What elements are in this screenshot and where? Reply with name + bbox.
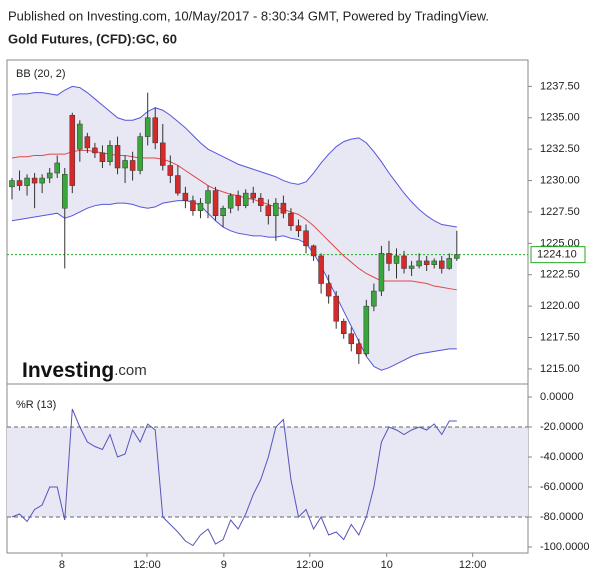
candle-body — [258, 197, 264, 206]
candle-body — [318, 255, 324, 284]
candle-body — [16, 180, 23, 186]
candle-body — [9, 180, 15, 188]
candle-body — [295, 225, 302, 232]
plot-layer: 1215.001217.501220.001222.501225.001227.… — [7, 80, 590, 571]
candle-body — [408, 265, 415, 269]
y-tick-label: 1227.50 — [540, 206, 580, 218]
y-tick-label: 1232.50 — [540, 143, 580, 155]
y-tick-label: -20.0000 — [540, 421, 583, 433]
candle-body — [77, 123, 83, 150]
last-price-label: 1224.10 — [537, 249, 577, 261]
candle-body — [280, 202, 287, 214]
candle-body — [205, 190, 211, 204]
candle-body — [122, 160, 128, 169]
x-tick-label: 9 — [221, 559, 227, 571]
candle-body — [423, 260, 430, 265]
x-tick-label: 8 — [59, 559, 65, 571]
candle-body — [446, 258, 453, 269]
candle-body — [114, 145, 121, 169]
candle-body — [220, 207, 226, 216]
last-price-box — [530, 246, 586, 264]
candle-body — [39, 177, 45, 184]
candle-body — [99, 152, 106, 162]
candle-body — [160, 142, 166, 166]
candle-body — [137, 136, 143, 171]
candle-body — [92, 147, 98, 154]
y-tick-label: 1222.50 — [540, 269, 580, 281]
candle-body — [340, 320, 347, 335]
candle-body — [31, 177, 38, 184]
candle-body — [431, 260, 437, 265]
band-fill — [11, 86, 457, 371]
candle-body — [265, 205, 272, 216]
candle-body — [438, 260, 445, 269]
y-tick-label: -60.0000 — [540, 481, 583, 493]
candle-body — [54, 162, 60, 174]
logo-brand: Investing — [22, 359, 114, 382]
candle-body — [24, 177, 30, 186]
y-tick-label: -80.0000 — [540, 511, 583, 523]
x-tick-label: 12:00 — [133, 559, 161, 571]
y-tick-label: 1235.00 — [540, 112, 580, 124]
candle-body — [250, 192, 256, 199]
candle-body — [310, 245, 317, 257]
x-tick-label: 12:00 — [459, 559, 487, 571]
candle-body — [107, 145, 113, 162]
band-lower — [11, 200, 457, 371]
symbol-title: Gold Futures, (CFD):GC, 60 — [8, 31, 177, 46]
candle-body — [129, 160, 136, 171]
candle-body — [401, 255, 407, 269]
band-upper — [11, 85, 457, 228]
candle-body — [288, 212, 294, 227]
candle-body — [69, 115, 76, 186]
candle-body — [152, 117, 158, 144]
candle-body — [190, 200, 196, 211]
candle-body — [416, 260, 422, 267]
wr-line — [11, 408, 457, 547]
candle-body — [303, 230, 309, 247]
wr-label: %R (13) — [16, 399, 56, 411]
candle-body — [333, 295, 339, 322]
y-tick-label: 1217.50 — [540, 331, 580, 343]
y-tick-label: 1215.00 — [540, 363, 580, 375]
candle-body — [454, 254, 460, 259]
candle-body — [84, 136, 91, 149]
candle-body — [348, 333, 355, 345]
candle-body — [212, 190, 219, 216]
candle-body — [325, 283, 332, 297]
candle-body — [378, 253, 385, 292]
candle-body — [235, 195, 241, 206]
candle-body — [363, 305, 370, 355]
candle-body — [182, 192, 189, 201]
candle-body — [175, 175, 181, 194]
candle-body — [393, 255, 400, 264]
candle-body — [273, 202, 279, 216]
bb-label: BB (20, 2) — [16, 68, 66, 80]
y-tick-label: 1230.00 — [540, 174, 580, 186]
y-tick-label: -40.0000 — [540, 451, 583, 463]
y-tick-label: 1237.50 — [540, 80, 580, 92]
candle-body — [46, 172, 53, 179]
logo-suffix: .com — [114, 362, 147, 379]
candle-body — [356, 343, 362, 355]
x-tick-label: 12:00 — [296, 559, 324, 571]
candle-body — [386, 253, 392, 264]
candle-body — [144, 117, 151, 137]
published-line: Published on Investing.com, 10/May/2017 … — [8, 8, 489, 23]
x-tick-label: 10 — [381, 559, 393, 571]
candle-body — [197, 202, 204, 211]
candle-body — [62, 174, 68, 209]
y-tick-label: 0.0000 — [540, 391, 574, 403]
logo: Investing.com — [22, 359, 147, 382]
level-fill — [7, 427, 528, 518]
candle-body — [242, 192, 249, 206]
candle-body — [167, 165, 174, 176]
candle-body — [227, 195, 234, 209]
y-tick-label: 1220.00 — [540, 300, 580, 312]
y-tick-label: -100.0000 — [540, 541, 590, 553]
candle-body — [371, 290, 377, 307]
